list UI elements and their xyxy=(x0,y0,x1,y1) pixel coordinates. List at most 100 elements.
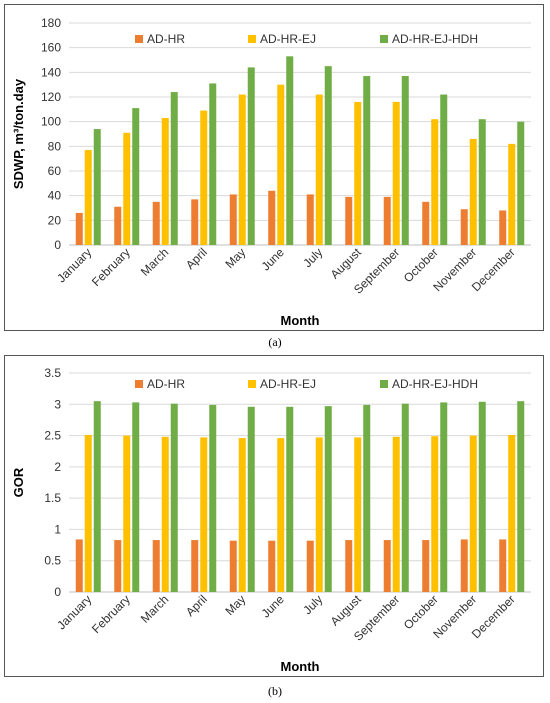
bar-ad-hr-ej-hdh-july xyxy=(324,66,332,245)
x-tick-label: May xyxy=(222,245,248,271)
bar-ad-hr-ej-september xyxy=(392,436,400,592)
bar-ad-hr-ej-hdh-november xyxy=(478,119,486,245)
y-tick-label: 80 xyxy=(48,139,62,153)
x-tick-label: April xyxy=(183,245,210,272)
caption-a: (a) xyxy=(268,335,282,349)
legend-label-ad-hr-ej-hdh: AD-HR-EJ-HDH xyxy=(392,32,478,46)
x-tick-label: July xyxy=(300,592,325,617)
y-tick-label: 60 xyxy=(48,164,62,178)
y-tick-label: 20 xyxy=(48,213,62,227)
x-tick-label: March xyxy=(138,592,171,625)
bar-ad-hr-january xyxy=(75,212,83,245)
bar-ad-hr-november xyxy=(460,209,468,245)
legend-swatch-ad-hr-ej-hdh xyxy=(380,380,388,388)
bar-ad-hr-may xyxy=(229,194,237,245)
bar-ad-hr-april xyxy=(191,199,199,245)
bar-ad-hr-ej-april xyxy=(200,437,208,592)
y-tick-label: 2.5 xyxy=(44,429,61,443)
x-tick-label: July xyxy=(300,245,325,270)
legend-label-ad-hr-ej: AD-HR-EJ xyxy=(260,377,316,391)
bar-ad-hr-ej-december xyxy=(508,434,516,592)
bar-ad-hr-august xyxy=(345,540,353,592)
bar-ad-hr-ej-hdh-december xyxy=(517,121,525,245)
bar-ad-hr-ej-hdh-february xyxy=(132,108,140,245)
y-tick-label: 100 xyxy=(41,115,61,129)
bar-ad-hr-ej-hdh-november xyxy=(478,401,486,592)
bar-ad-hr-ej-may xyxy=(238,438,246,592)
x-tick-label: April xyxy=(183,592,210,619)
y-tick-label: 1 xyxy=(54,522,61,536)
x-axis-title: Month xyxy=(281,659,320,674)
bar-ad-hr-ej-march xyxy=(161,117,169,245)
bar-ad-hr-july xyxy=(306,540,314,592)
x-tick-label: June xyxy=(259,592,288,621)
bar-ad-hr-ej-september xyxy=(392,101,400,245)
bar-ad-hr-ej-june xyxy=(277,84,285,246)
y-tick-label: 1.5 xyxy=(44,491,61,505)
y-tick-label: 0 xyxy=(54,585,61,599)
bar-ad-hr-july xyxy=(306,194,314,245)
x-tick-label: February xyxy=(89,592,133,636)
x-axis-title: Month xyxy=(281,313,320,328)
bar-ad-hr-ej-january xyxy=(84,150,92,245)
bar-ad-hr-ej-november xyxy=(469,138,477,245)
x-tick-label: June xyxy=(259,245,288,274)
y-tick-label: 180 xyxy=(41,16,61,30)
legend-label-ad-hr-ej: AD-HR-EJ xyxy=(260,32,316,46)
bar-ad-hr-may xyxy=(229,540,237,592)
bar-ad-hr-ej-august xyxy=(354,437,362,592)
bar-ad-hr-february xyxy=(114,206,122,245)
bar-ad-hr-june xyxy=(268,190,276,245)
bar-ad-hr-september xyxy=(383,196,391,245)
bar-ad-hr-august xyxy=(345,196,353,245)
bar-ad-hr-ej-hdh-june xyxy=(286,56,294,245)
bar-ad-hr-april xyxy=(191,540,199,592)
bar-ad-hr-ej-january xyxy=(84,434,92,592)
bar-ad-hr-ej-february xyxy=(123,435,131,592)
legend-label-ad-hr: AD-HR xyxy=(147,32,185,46)
bar-ad-hr-ej-hdh-july xyxy=(324,406,332,592)
x-tick-label: August xyxy=(328,245,365,282)
legend-swatch-ad-hr-ej xyxy=(248,380,256,388)
bar-ad-hr-ej-hdh-april xyxy=(209,83,217,245)
bar-ad-hr-ej-may xyxy=(238,94,246,246)
bar-ad-hr-january xyxy=(75,539,83,592)
bar-ad-hr-ej-october xyxy=(431,436,439,592)
bar-ad-hr-ej-april xyxy=(200,110,208,245)
y-tick-label: 3 xyxy=(54,397,61,411)
y-tick-label: 3.5 xyxy=(44,366,61,380)
bar-ad-hr-february xyxy=(114,540,122,592)
chart-panel-a: 0 20 40 60 80 100 120 140 160 180 January February M… xyxy=(4,4,544,331)
bar-ad-hr-ej-hdh-october xyxy=(440,94,448,246)
y-tick-label: 40 xyxy=(48,189,62,203)
bar-ad-hr-ej-hdh-january xyxy=(93,129,101,245)
bar-ad-hr-ej-march xyxy=(161,436,169,592)
bar-ad-hr-december xyxy=(499,539,507,592)
chart-panel-b: 0 0.5 1 1.5 2 2.5 3 3.5 January February March Apri… xyxy=(4,355,544,677)
legend-swatch-ad-hr xyxy=(135,35,143,43)
bar-ad-hr-ej-hdh-may xyxy=(247,67,255,246)
bar-ad-hr-ej-hdh-june xyxy=(286,406,294,592)
legend-swatch-ad-hr-ej-hdh xyxy=(380,35,388,43)
y-axis-title: SDWP, m³/ton.day xyxy=(11,78,26,189)
bar-ad-hr-ej-hdh-april xyxy=(209,404,217,592)
y-tick-label: 0 xyxy=(54,238,61,252)
legend-label-ad-hr-ej-hdh: AD-HR-EJ-HDH xyxy=(392,377,478,391)
legend-swatch-ad-hr-ej xyxy=(248,35,256,43)
bar-ad-hr-ej-hdh-march xyxy=(170,403,178,592)
x-tick-label: August xyxy=(328,592,365,629)
x-tick-label: February xyxy=(89,245,133,289)
legend-swatch-ad-hr xyxy=(135,380,143,388)
bar-ad-hr-ej-hdh-august xyxy=(363,404,371,592)
bar-ad-hr-ej-november xyxy=(469,435,477,592)
bar-ad-hr-ej-hdh-september xyxy=(401,76,409,246)
bar-ad-hr-december xyxy=(499,210,507,245)
bar-ad-hr-march xyxy=(152,201,160,245)
bar-ad-hr-october xyxy=(422,540,430,592)
bar-ad-hr-october xyxy=(422,201,430,245)
y-tick-label: 2 xyxy=(54,460,61,474)
caption-b: (b) xyxy=(268,684,282,698)
bar-ad-hr-ej-hdh-may xyxy=(247,406,255,592)
bar-ad-hr-june xyxy=(268,540,276,592)
